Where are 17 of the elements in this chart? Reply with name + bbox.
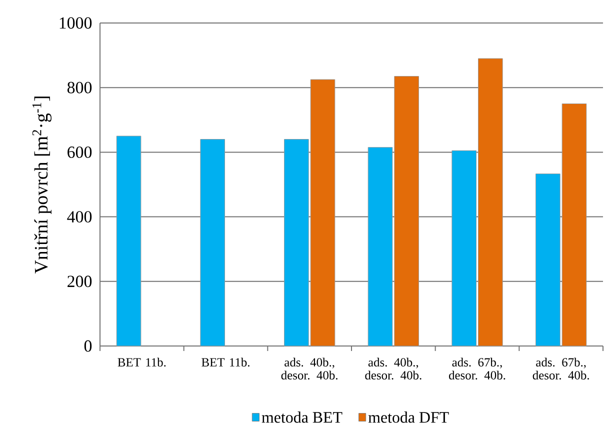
- x-tick-label: BET 11b.: [202, 358, 250, 367]
- y-tick-label: 400: [67, 211, 92, 223]
- x-tick-label: BET 11b.: [118, 358, 166, 367]
- y-tick-label: 1000: [60, 17, 92, 29]
- legend-label: metoda DFT: [368, 412, 449, 423]
- legend-label: metoda BET: [262, 412, 342, 423]
- x-tick-label: ads. 67b., desor. 40b.: [532, 358, 589, 380]
- y-tick-label: 800: [67, 82, 92, 94]
- x-tick-label: ads. 40b., desor. 40b.: [365, 358, 422, 380]
- y-tick-label: 200: [68, 276, 92, 288]
- x-tick-label: ads. 67b., desor. 40b.: [448, 358, 506, 380]
- y-tick-label: 600: [68, 146, 92, 158]
- bar: [200, 139, 226, 346]
- x-tick-label: ads. 40b., desor. 40b.: [281, 358, 338, 380]
- y-tick-label: 0: [84, 340, 92, 352]
- y-axis-title: Vnitřní povrch [m$^{2}$·g$^{-1}$]: [32, 96, 52, 274]
- bar: [116, 136, 142, 346]
